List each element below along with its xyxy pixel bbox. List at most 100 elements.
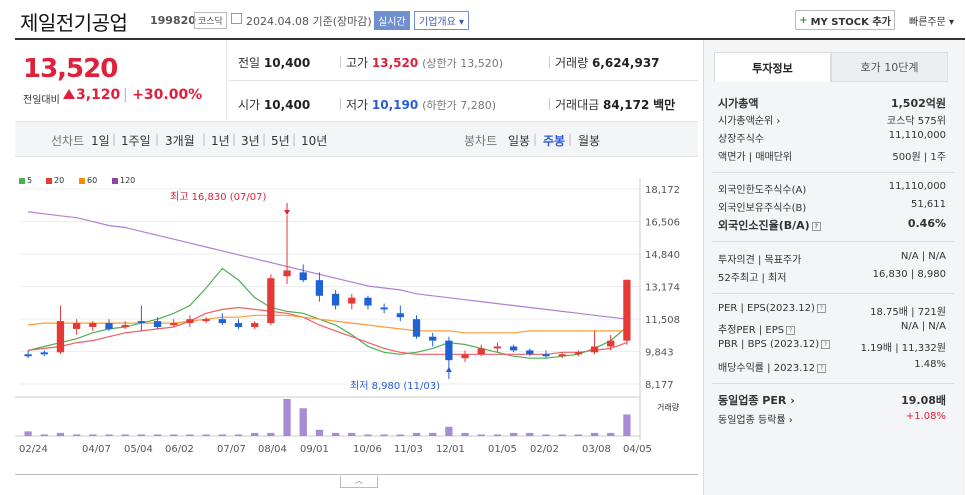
stat-prev-label: 전일 [238, 56, 261, 70]
candle-body [526, 350, 534, 355]
separator: | [112, 132, 117, 146]
stat-high: 고가 13,520 (상한가 13,520) [346, 54, 503, 71]
x-tick-label: 11/03 [394, 444, 423, 455]
candle-body [364, 297, 372, 306]
legend-ma20: 20 [46, 176, 64, 185]
div-value: 1.48% [914, 359, 946, 370]
candle-weekly[interactable]: 주봉 [543, 134, 566, 148]
period-5y[interactable]: 5년 [271, 134, 290, 148]
candle-body [396, 313, 404, 318]
volume-bar [89, 434, 97, 436]
legend-swatch [46, 177, 52, 184]
info-icon[interactable]: ? [817, 363, 827, 373]
candle-body [24, 354, 32, 357]
volume-bar [315, 429, 324, 436]
y-tick-label: 16,506 [645, 218, 680, 229]
candle-body [40, 352, 48, 355]
volume-bar [590, 432, 599, 436]
period-1w[interactable]: 1주일 [121, 134, 151, 148]
x-axis-ticks: 02/24 04/07 05/04 06/02 07/07 08/04 09/01 10/06… [19, 444, 652, 455]
foreign-hold-value: 51,611 [911, 199, 946, 210]
candle-body [315, 280, 324, 296]
stat-prev: 전일 10,400 [238, 54, 310, 71]
x-tick-label: 03/08 [582, 444, 611, 455]
ma120-line [28, 211, 627, 320]
row-rank[interactable]: 시가총액순위 › 코스닥 575위 [718, 112, 946, 127]
change-percent: | +30.00% [123, 87, 203, 103]
row-industry-per[interactable]: 동일업종 PER › 19.08배 [718, 394, 946, 407]
info-icon[interactable]: ? [811, 221, 821, 231]
row-shares: 상장주식수 11,110,000 [718, 130, 946, 145]
volume-bar [234, 434, 243, 436]
foreign-ratio-value: 0.46% [907, 217, 946, 230]
volume-bar [396, 434, 404, 436]
info-icon[interactable]: ? [786, 325, 796, 335]
candle-body [445, 340, 453, 361]
legend-ma120-label: 120 [120, 176, 136, 185]
volume-bar [218, 434, 226, 436]
ind-per-value: 19.08배 [901, 394, 946, 407]
x-tick-label: 09/01 [300, 444, 329, 455]
x-tick-label: 01/05 [488, 444, 517, 455]
volume-bar [56, 432, 65, 436]
opinion-label: 투자의견 | 목표주가 [718, 255, 802, 266]
legend-ma60-label: 60 [87, 176, 98, 185]
calendar-icon [231, 13, 242, 24]
x-tick-label: 07/07 [217, 444, 246, 455]
x-tick-label: 02/02 [530, 444, 559, 455]
candle-daily[interactable]: 일봉 [508, 134, 531, 148]
pbr-value: 1.19배 | 11,332원 [860, 343, 946, 354]
candle-body [509, 346, 518, 351]
y-axis-ticks: 18,172 16,506 14,840 13,174 11,508 9,843 8,177 [645, 185, 680, 391]
rank-value: 코스닥 575위 [886, 116, 946, 127]
volume-bars [24, 399, 631, 436]
candle-body [137, 321, 146, 324]
stat-low-value: 10,190 [371, 98, 419, 112]
candle-body [56, 321, 65, 353]
row-par: 액면가 | 매매단위 500원 | 1주 [718, 148, 946, 163]
candle-body [607, 340, 615, 347]
candle-body [267, 278, 275, 324]
row-industry-change[interactable]: 동일업종 등락률 › +1.08% [718, 411, 946, 426]
volume-bar [299, 408, 307, 436]
period-10y[interactable]: 10년 [301, 134, 328, 148]
stock-code: 199820 [150, 14, 196, 27]
volume-bar [105, 434, 113, 436]
candle-body [477, 348, 485, 355]
stat-volume-value: 6,624,937 [591, 56, 660, 70]
separator: | [202, 132, 207, 146]
date-text: 2024.04.08 기준(장마감) [246, 15, 372, 28]
quick-order-button[interactable]: 빠른주문 ▾ [909, 17, 955, 28]
volume-bar [477, 434, 485, 436]
per-value: 18.75배 | 721원 [870, 307, 946, 318]
candle-body [186, 319, 194, 324]
realtime-button[interactable]: 실시간 [374, 11, 410, 30]
period-3y[interactable]: 3년 [241, 134, 260, 148]
info-icon[interactable]: ? [821, 339, 831, 349]
volume-bar [137, 434, 146, 436]
collapse-button[interactable]: ︿ [340, 476, 378, 488]
stat-open: 시가 10,400 [238, 96, 310, 113]
ind-change-label: 동일업종 등락률 [718, 415, 786, 426]
min-annotation: 최저 8,980 (11/03) [350, 380, 440, 392]
mystock-add-button[interactable]: + MY STOCK 추가 [795, 10, 895, 30]
info-icon[interactable]: ? [816, 303, 826, 313]
stat-volume-label: 거래량 [555, 56, 589, 70]
foreign-limit-label: 외국인한도주식수(A) [718, 185, 807, 196]
company-overview-label: 기업개요 [419, 17, 456, 28]
tab-orderbook[interactable]: 호가 10단계 [831, 52, 948, 82]
separator [340, 98, 341, 110]
y-tick-label: 9,843 [645, 347, 674, 358]
candle-body [105, 323, 113, 329]
candle-monthly[interactable]: 월봉 [578, 134, 601, 148]
separator [549, 98, 550, 110]
company-overview-dropdown[interactable]: 기업개요 ▾ [414, 11, 470, 30]
period-3m[interactable]: 3개월 [165, 134, 195, 148]
period-1y[interactable]: 1년 [211, 134, 230, 148]
candle-body [542, 354, 550, 357]
volume-bar [170, 434, 178, 436]
tab-invest-info[interactable]: 투자정보 [714, 52, 831, 82]
price-chart[interactable]: 18,172 16,506 14,840 13,174 11,508 9,843 8,177… [0, 170, 700, 470]
volume-bar [364, 434, 372, 436]
period-1d[interactable]: 1일 [91, 134, 110, 148]
